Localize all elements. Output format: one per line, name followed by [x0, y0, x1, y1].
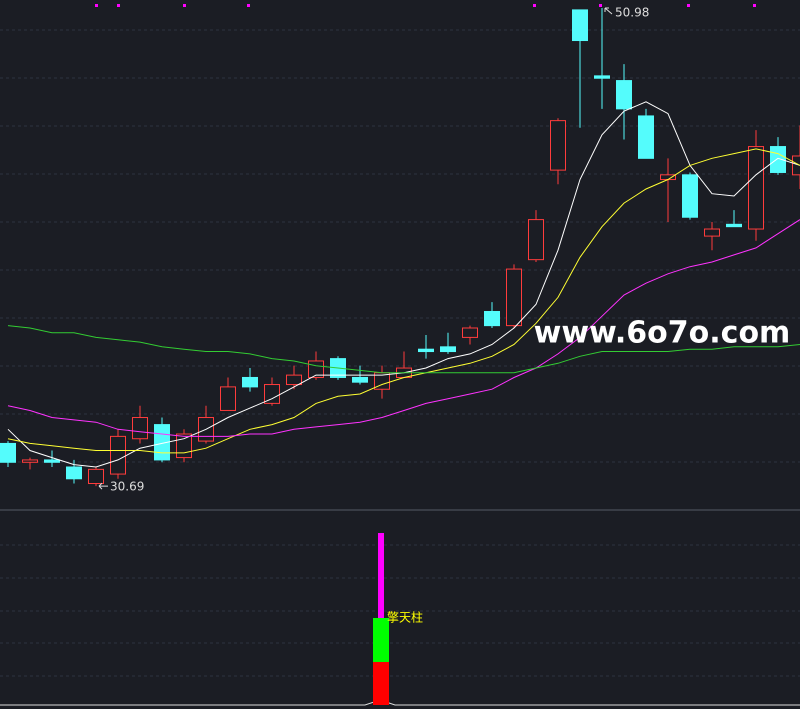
candle-body	[220, 386, 236, 411]
marker	[95, 4, 98, 7]
grid	[0, 29, 800, 677]
candle-body	[440, 346, 456, 353]
moving-average-line	[7, 325, 800, 374]
indicator-label: 擎天柱	[387, 610, 423, 625]
candle-body	[726, 223, 742, 228]
candle-body	[616, 80, 632, 110]
indicator-segment	[378, 533, 384, 618]
candle-body	[462, 327, 478, 338]
candle-body	[66, 466, 82, 480]
marker	[599, 4, 602, 7]
price-panel: 50.98 30.69	[0, 6, 800, 494]
moving-average-line	[7, 148, 800, 454]
candle-body	[132, 417, 148, 440]
candle-body	[506, 268, 522, 327]
candle-body	[594, 75, 610, 79]
high-arrow	[604, 7, 613, 15]
candle-body	[88, 468, 104, 484]
candle-body	[110, 435, 126, 475]
marker	[183, 4, 186, 7]
moving-average-line	[7, 101, 800, 468]
candle-body	[44, 459, 60, 463]
indicator-segment	[373, 662, 389, 705]
low-arrow	[98, 482, 108, 490]
candle-body	[176, 433, 192, 459]
candle-body	[704, 228, 720, 237]
marker	[533, 4, 536, 7]
marker	[117, 4, 120, 7]
marker	[687, 4, 690, 7]
moving-average-line	[7, 219, 800, 437]
candle-body	[572, 9, 588, 42]
candle-body	[0, 442, 16, 463]
high-label: 50.98	[615, 6, 649, 20]
candle-body	[352, 376, 368, 383]
candle-body	[638, 115, 654, 159]
candle-body	[242, 376, 258, 388]
watermark: www.6o7o.com	[534, 316, 791, 351]
low-label: 30.69	[110, 480, 144, 494]
candle-body	[660, 174, 676, 181]
candle-body	[264, 384, 280, 404]
marker	[753, 4, 756, 7]
candle-body	[550, 120, 566, 171]
marker	[247, 4, 250, 7]
indicator-segment	[373, 618, 389, 662]
candle-body	[792, 155, 800, 176]
candle-body	[484, 310, 500, 327]
candle-body	[528, 219, 544, 261]
candle-body	[286, 374, 302, 386]
top-markers	[95, 4, 756, 7]
candle-body	[418, 348, 434, 353]
candle-body	[22, 459, 38, 463]
candle-body	[748, 146, 764, 230]
candle-body	[682, 174, 698, 218]
indicator-baseline	[0, 699, 800, 706]
